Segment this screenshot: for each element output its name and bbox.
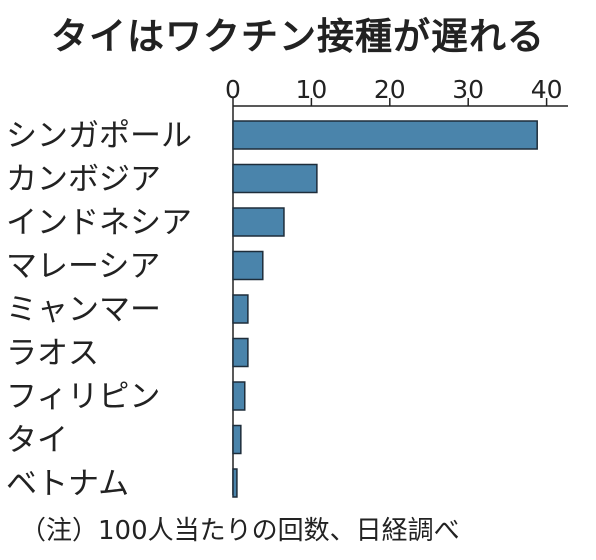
- category-label: シンガポール: [6, 118, 192, 154]
- category-label: ラオス: [6, 336, 99, 372]
- category-label: ベトナム: [6, 466, 129, 502]
- x-tick-label: 30: [452, 75, 484, 104]
- bar: [232, 381, 246, 411]
- category-label: ミャンマー: [6, 292, 161, 328]
- category-labels: シンガポールカンボジアインドネシアマレーシアミャンマーラオスフィリピンタイベトナ…: [6, 118, 192, 502]
- bar: [232, 207, 285, 237]
- bar: [232, 424, 242, 455]
- bar: [232, 120, 538, 150]
- bar: [232, 163, 318, 194]
- x-tick-label: 0: [225, 75, 241, 104]
- category-label: マレーシア: [6, 249, 160, 285]
- bar: [232, 337, 249, 368]
- category-label: インドネシア: [6, 205, 192, 241]
- chart-title: タイはワクチン接種が遅れる: [51, 15, 545, 58]
- x-tick-label: 10: [295, 75, 327, 104]
- bar: [232, 294, 249, 324]
- bars: [232, 120, 538, 498]
- x-tick-label: 40: [531, 75, 563, 104]
- bar: [232, 468, 238, 498]
- category-label: フィリピン: [6, 379, 160, 415]
- x-tick-label: 20: [374, 75, 406, 104]
- bar: [232, 250, 264, 281]
- chart-note: （注）100人当たりの回数、日経調べ: [20, 516, 460, 546]
- category-label: タイ: [6, 423, 68, 459]
- category-label: カンボジア: [6, 162, 161, 198]
